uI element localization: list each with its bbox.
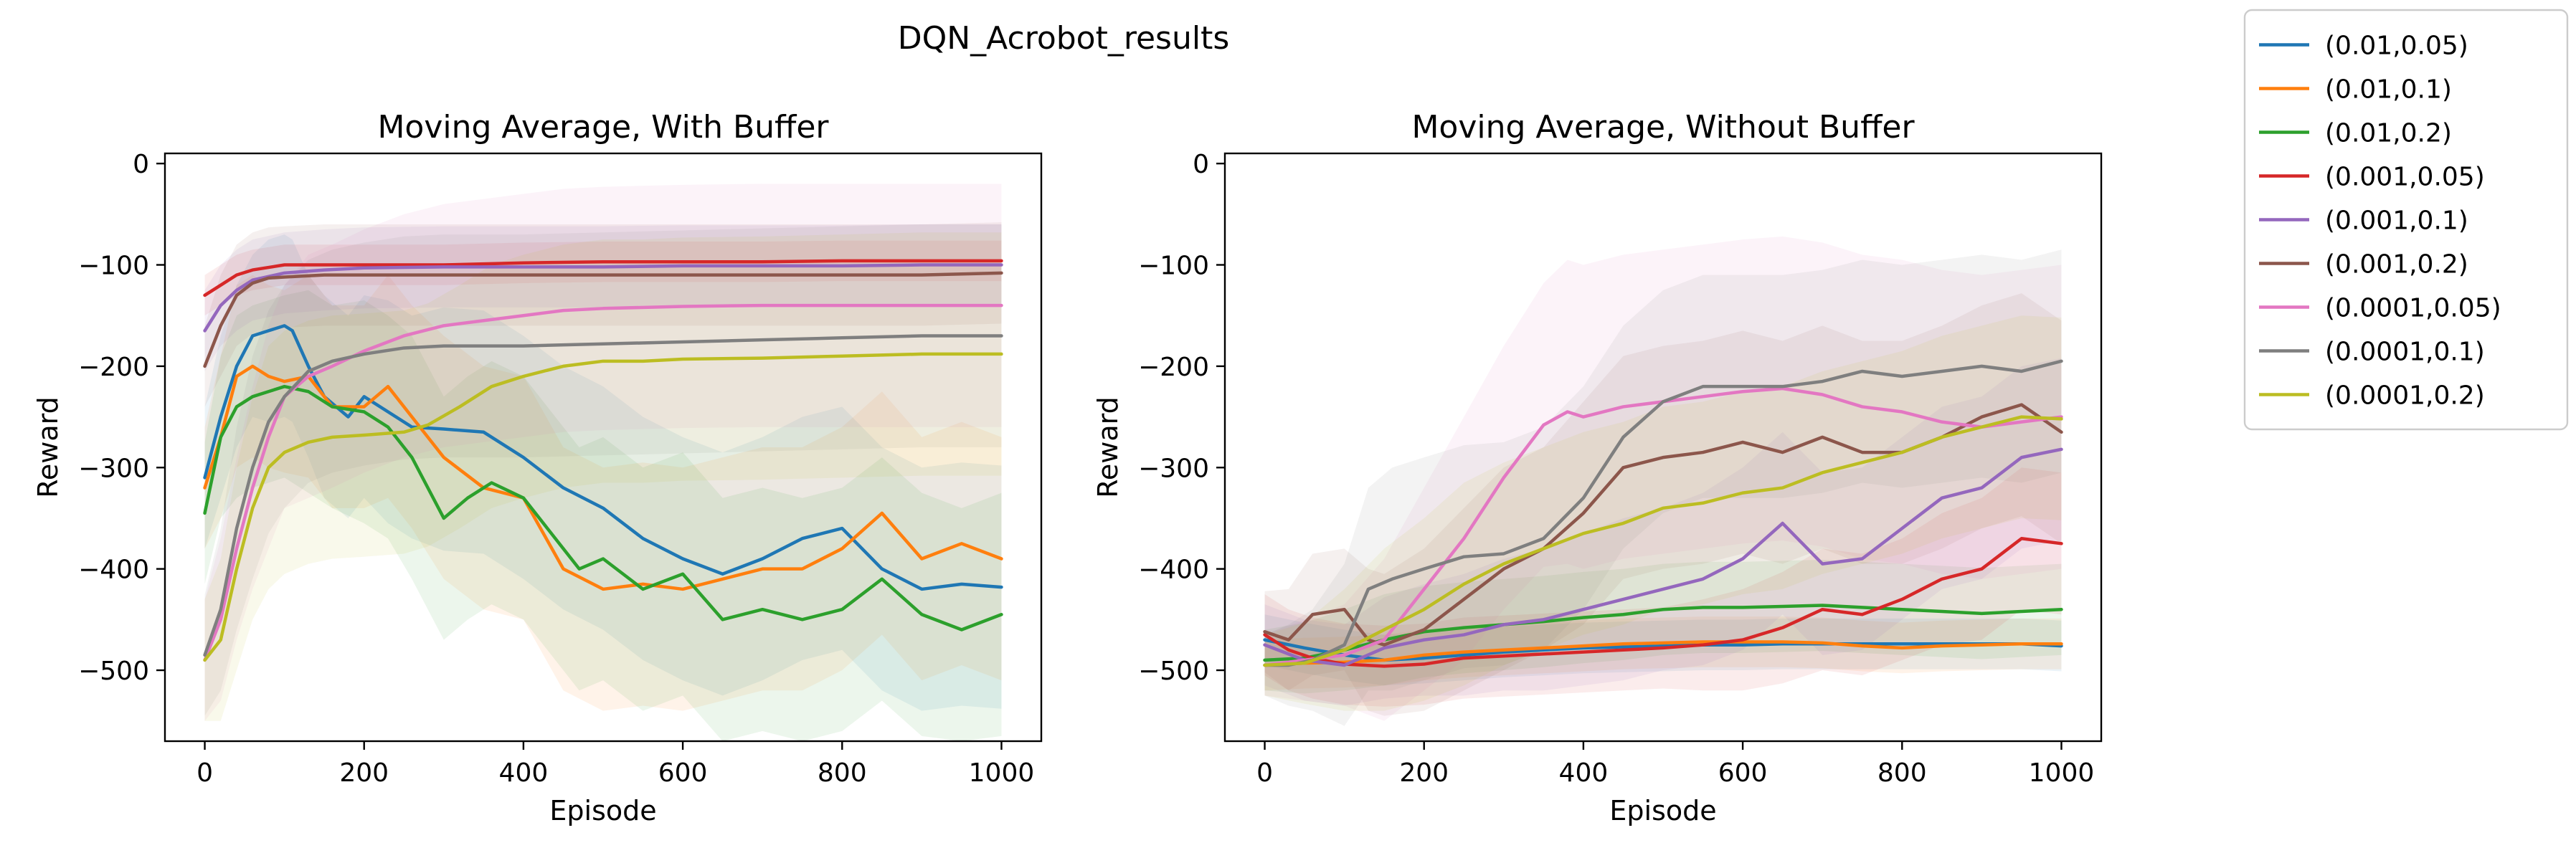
y-tick-label: −400 xyxy=(1138,556,1209,585)
series-band xyxy=(1264,293,2062,716)
x-tick-label: 800 xyxy=(818,758,867,788)
y-tick-label: −500 xyxy=(1138,657,1209,686)
series-line xyxy=(203,384,1003,632)
series-lines xyxy=(1263,359,2063,668)
y-tick-label: −100 xyxy=(78,252,149,281)
legend-label: (0.0001,0.2) xyxy=(2325,381,2485,411)
y-tick-label: −200 xyxy=(1138,353,1209,382)
y-axis-label: Reward xyxy=(1092,396,1124,498)
series-band xyxy=(204,240,1002,316)
x-tick-label: 0 xyxy=(1256,758,1273,788)
series-line xyxy=(203,263,1003,333)
x-tick-label: 1000 xyxy=(2029,758,2095,788)
x-tick-label: 800 xyxy=(1877,758,1927,788)
x-tick-label: 600 xyxy=(658,758,708,788)
legend: (0.01,0.05) (0.01,0.1) (0.01,0.2) (0.001,0.… xyxy=(2243,9,2569,431)
legend-box xyxy=(2243,9,2569,431)
axes: 0 200 400 600 800 1000 0 −100 −200 −300 −400 −500 xyxy=(78,150,1043,788)
series-band xyxy=(204,232,1002,721)
x-tick-label: 600 xyxy=(1718,758,1768,788)
series-band xyxy=(1264,249,2062,726)
y-tick-label: −500 xyxy=(78,657,149,686)
legend-label: (0.001,0.1) xyxy=(2325,206,2468,236)
series-line xyxy=(1263,415,2063,667)
legend-label: (0.0001,0.05) xyxy=(2325,294,2501,323)
figure-title: DQN_Acrobot_results xyxy=(898,20,1230,57)
chart-panel-with-buffer: Moving Average, With Buffer Episode Rewa… xyxy=(32,109,1043,826)
series-line xyxy=(1263,536,2063,668)
series-band xyxy=(1264,315,2062,711)
legend-label: (0.001,0.2) xyxy=(2325,250,2468,280)
legend-label: (0.01,0.05) xyxy=(2325,32,2468,61)
x-tick-label: 1000 xyxy=(969,758,1035,788)
y-tick-label: −300 xyxy=(1138,454,1209,483)
x-tick-label: 200 xyxy=(339,758,389,788)
series-band xyxy=(204,275,1002,711)
chart-title: Moving Average, Without Buffer xyxy=(1411,109,1915,146)
y-tick-label: −100 xyxy=(1138,252,1209,281)
series-line xyxy=(203,324,1003,591)
series-line xyxy=(203,259,1003,297)
series-line xyxy=(203,352,1003,662)
y-tick-label: 0 xyxy=(1193,150,1209,179)
x-axis-label: Episode xyxy=(549,795,656,826)
series-band xyxy=(204,290,1002,741)
series-line xyxy=(1263,447,2063,667)
y-tick-label: 0 xyxy=(133,150,149,179)
series-lines xyxy=(203,259,1003,662)
series-line xyxy=(203,334,1003,657)
series-line xyxy=(203,271,1003,368)
series-band xyxy=(204,184,1002,721)
x-tick-label: 200 xyxy=(1399,758,1449,788)
series-line xyxy=(1263,386,2063,667)
y-tick-label: −300 xyxy=(78,454,149,483)
legend-label: (0.0001,0.1) xyxy=(2325,338,2485,367)
series-line xyxy=(1263,604,2063,662)
series-band xyxy=(1264,559,2062,694)
legend-label: (0.001,0.05) xyxy=(2325,163,2485,192)
axes: 0 200 400 600 800 1000 0 −100 −200 −300 −400 −500 xyxy=(1138,150,2103,788)
plot-frame xyxy=(1223,152,2103,743)
series-band xyxy=(1264,358,2062,706)
legend-label: (0.01,0.1) xyxy=(2325,75,2452,105)
series-line xyxy=(203,364,1003,591)
y-tick-label: −400 xyxy=(78,556,149,585)
x-axis-label: Episode xyxy=(1609,795,1716,826)
series-band xyxy=(204,234,1002,711)
chart-title: Moving Average, With Buffer xyxy=(377,109,829,146)
series-line xyxy=(1263,359,2063,667)
variability-bands xyxy=(1264,236,2062,726)
x-tick-label: 400 xyxy=(1559,758,1609,788)
legend-label: (0.01,0.2) xyxy=(2325,119,2452,148)
series-line xyxy=(1263,640,2063,667)
y-tick-label: −200 xyxy=(78,353,149,382)
y-axis-label: Reward xyxy=(32,396,64,498)
series-line xyxy=(203,303,1003,662)
chart-panel-without-buffer: Moving Average, Without Buffer Episode R… xyxy=(1092,109,2103,826)
series-band xyxy=(1264,614,2062,686)
x-tick-label: 400 xyxy=(499,758,549,788)
x-tick-label: 0 xyxy=(196,758,213,788)
plot-frame xyxy=(164,152,1043,743)
